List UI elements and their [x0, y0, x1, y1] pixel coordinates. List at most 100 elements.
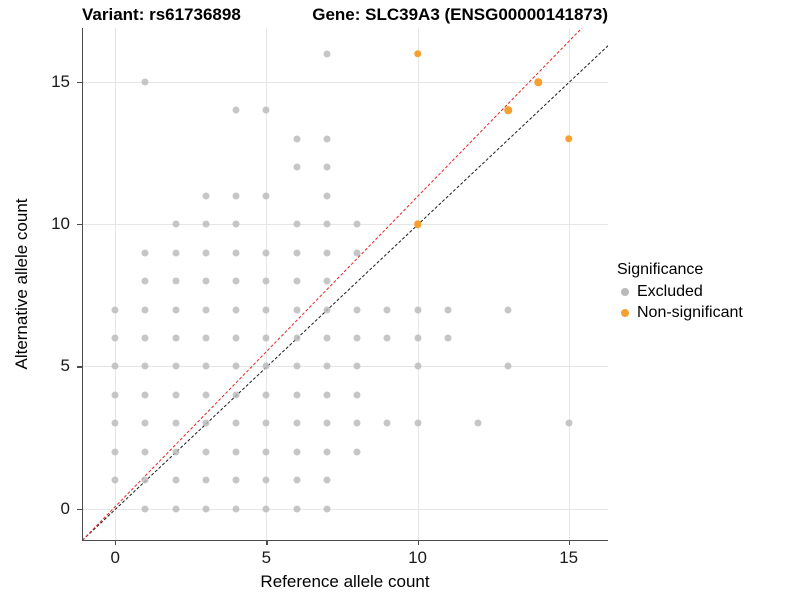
- data-point-excluded: [202, 391, 210, 399]
- data-point-excluded: [293, 476, 301, 484]
- data-point-excluded: [323, 391, 331, 399]
- data-point-excluded: [323, 306, 331, 314]
- identity-line: [82, 45, 608, 540]
- legend-title: Significance: [617, 261, 704, 278]
- data-point-excluded: [111, 419, 119, 427]
- x-axis-line: [82, 540, 608, 542]
- data-point-excluded: [353, 306, 361, 314]
- data-point-excluded: [293, 391, 301, 399]
- legend-item[interactable]: Non-significant: [617, 302, 797, 323]
- y-axis-tick: [77, 224, 82, 226]
- data-point-non-significant: [564, 135, 573, 143]
- gridline-vertical: [568, 28, 570, 540]
- legend-dot: [621, 308, 629, 317]
- y-axis-tick-label: 10: [51, 214, 70, 234]
- data-point-non-significant: [413, 220, 422, 229]
- data-point-excluded: [323, 419, 331, 427]
- data-point-excluded: [232, 220, 240, 228]
- data-point-excluded: [262, 306, 270, 314]
- data-point-excluded: [414, 306, 422, 314]
- data-point-excluded: [141, 78, 149, 86]
- legend-key-dot-icon: [617, 305, 633, 321]
- data-point-excluded: [202, 306, 210, 314]
- legend-item-label: Non-significant: [637, 303, 743, 321]
- data-point-excluded: [232, 419, 240, 427]
- ratio-line: [82, 28, 608, 540]
- data-point-excluded: [111, 306, 119, 314]
- data-point-excluded: [232, 362, 240, 370]
- data-point-excluded: [111, 476, 119, 484]
- x-axis-tick-label: 0: [110, 548, 120, 567]
- data-point-non-significant: [413, 49, 422, 58]
- data-point-excluded: [353, 419, 361, 427]
- variant-title: Variant: rs61736898: [82, 5, 241, 24]
- data-point-excluded: [323, 334, 331, 342]
- data-point-excluded: [141, 391, 149, 399]
- data-point-excluded: [232, 106, 240, 114]
- y-axis-line: [82, 28, 84, 540]
- gridline-horizontal: [82, 366, 608, 368]
- data-point-excluded: [353, 334, 361, 342]
- data-point-excluded: [202, 419, 210, 427]
- data-point-non-significant: [504, 106, 512, 115]
- legend-item-label: Excluded: [637, 282, 703, 300]
- data-point-excluded: [172, 306, 180, 314]
- data-point-excluded: [141, 505, 149, 513]
- legend-items: Excluded Non-significant: [617, 281, 797, 323]
- data-point-excluded: [232, 476, 240, 484]
- data-point-excluded: [293, 448, 301, 456]
- legend-key-dot-icon: [617, 284, 633, 300]
- x-axis-tick: [266, 540, 268, 545]
- data-point-excluded: [353, 249, 361, 257]
- y-axis-tick: [77, 366, 82, 368]
- data-point-excluded: [262, 448, 270, 456]
- data-point-excluded: [202, 505, 210, 513]
- data-point-excluded: [141, 277, 149, 285]
- data-point-excluded: [414, 362, 422, 370]
- legend-dot: [621, 287, 629, 296]
- title-row: Variant: rs61736898 Gene: SLC39A3 (ENSG0…: [0, 2, 800, 28]
- data-point-excluded: [232, 277, 240, 285]
- data-point-excluded: [293, 277, 301, 285]
- data-point-excluded: [474, 419, 482, 427]
- gridline-horizontal: [82, 508, 608, 510]
- gridline-horizontal: [82, 82, 608, 84]
- data-point-excluded: [202, 192, 210, 200]
- data-point-excluded: [172, 391, 180, 399]
- data-point-excluded: [293, 220, 301, 228]
- data-point-excluded: [323, 163, 331, 171]
- legend: Significance Excluded Non-significant: [617, 261, 797, 323]
- data-point-excluded: [383, 306, 391, 314]
- data-point-excluded: [111, 362, 119, 370]
- data-point-excluded: [172, 334, 180, 342]
- data-point-excluded: [232, 249, 240, 257]
- gridline-vertical: [115, 28, 117, 540]
- data-point-excluded: [353, 220, 361, 228]
- data-point-excluded: [262, 505, 270, 513]
- data-point-excluded: [141, 249, 149, 257]
- data-point-excluded: [262, 249, 270, 257]
- data-point-excluded: [172, 220, 180, 228]
- data-point-excluded: [565, 419, 573, 427]
- data-point-excluded: [202, 220, 210, 228]
- data-point-excluded: [293, 306, 301, 314]
- data-point-excluded: [383, 419, 391, 427]
- data-point-excluded: [323, 505, 331, 513]
- data-point-excluded: [172, 419, 180, 427]
- plot-panel: [82, 28, 608, 540]
- data-point-excluded: [293, 362, 301, 370]
- data-point-excluded: [172, 505, 180, 513]
- data-point-excluded: [232, 448, 240, 456]
- data-point-excluded: [504, 362, 512, 370]
- x-axis-tick-label: 15: [559, 548, 579, 567]
- data-point-excluded: [353, 362, 361, 370]
- data-point-excluded: [141, 476, 149, 484]
- data-point-excluded: [202, 334, 210, 342]
- gene-title: Gene: SLC39A3 (ENSG00000141873): [312, 5, 608, 24]
- data-point-excluded: [444, 334, 452, 342]
- data-point-excluded: [293, 419, 301, 427]
- legend-item[interactable]: Excluded: [617, 281, 797, 302]
- x-axis-title: Reference allele count: [260, 572, 430, 591]
- data-point-excluded: [141, 362, 149, 370]
